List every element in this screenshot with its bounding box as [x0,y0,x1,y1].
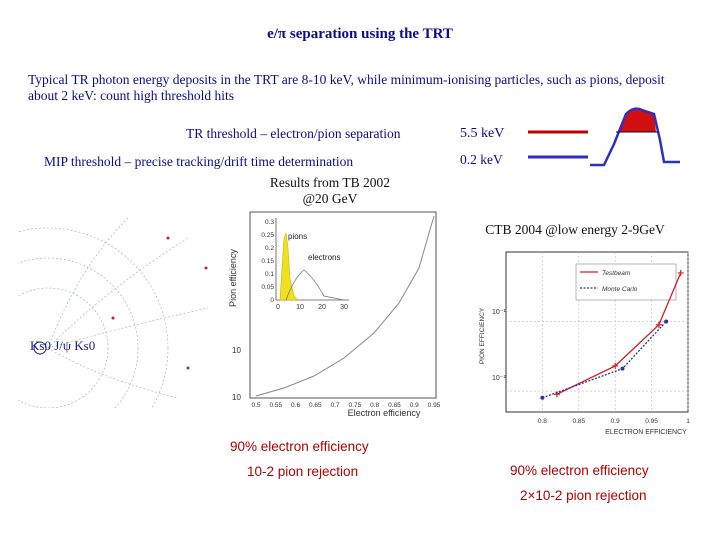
ctb2004-point [664,319,669,324]
tb2002-ytick-top: 10 [232,346,241,355]
electron-histogram [285,269,345,301]
tb2002-xlabel: Electron efficiency [348,408,421,418]
ctb2004-heading: CTB 2004 @low energy 2-9GeV [485,222,665,237]
inset-xtick: 10 [296,304,304,311]
pulse-diagram [528,107,680,167]
tb2002-curve [255,215,435,397]
mip-threshold-value: 0.2 keV [460,152,503,167]
tb2002-xtick: 0.9 [410,402,419,409]
ctb2004-xtick: 0.9 [611,418,620,425]
ctb2004-xlabel: ELECTRON EFFICIENCY [605,429,687,436]
ctb2004-ytick-2: 10⁻² [492,375,506,382]
tb2002-xtick: 0.95 [428,402,441,409]
pion-histogram [279,231,299,301]
inset-ytick: 0.05 [261,284,274,291]
inset-ytick: 0.2 [265,245,274,252]
legend-testbeam: Testbeam [602,270,631,277]
tb2002-ytick-bottom: 10 [232,393,241,402]
tb2002-xtick: 0.6 [291,402,300,409]
inset-ytick: 0.3 [265,219,274,226]
legend-monte-carlo: Monte Carlo [602,286,638,293]
tb2002-heading: Results from TB 2002 @20 GeV [240,175,420,207]
ctb2004-ytick-1: 10⁻¹ [492,309,506,316]
event-display [18,217,209,408]
ctb2004-xtick: 0.85 [572,418,585,425]
tb2002-xtick: 0.75 [349,402,362,409]
ctb2004-series-line [542,321,667,399]
tb2002-xtick: 0.7 [331,402,340,409]
inset-ytick: 0.25 [261,232,274,239]
tb2002-plot: Pion efficiency 10 10 0.5 0.55 0.6 0.65 0.7 0… [228,211,441,418]
inset-ytick: 0 [270,297,274,304]
tb2002-inset: 0.3 0.25 0.2 0.15 0.1 0.05 0 0 10 20 30 pions ele… [261,218,349,311]
inset-xtick: 0 [276,304,280,311]
tb2002-caption-efficiency: 90% electron efficiency [230,439,369,454]
inset-xtick: 30 [340,304,348,311]
slide-title: e/π separation using the TRT [267,26,453,42]
ctb2004-caption-efficiency: 90% electron efficiency [510,463,649,478]
tb2002-frame [249,211,437,399]
tb2002-xtick: 0.8 [370,402,379,409]
tb2002-xtick: 0.65 [309,402,322,409]
tr-threshold-label: TR threshold – electron/pion separation [186,126,401,141]
inset-pions-label: pions [288,232,307,241]
pulse-shape [590,107,680,167]
ctb2004-xtick: 0.8 [538,418,547,425]
pulse-fill-above-threshold [618,108,656,132]
tb2002-xtick: 0.55 [269,402,282,409]
ctb2004-ylabel: PION EFFICIENCY [479,307,486,364]
ctb2004-point [655,321,662,328]
tb2002-xtick: 0.85 [388,402,401,409]
ctb2004-point [677,269,684,276]
ctb2004-point [612,362,619,369]
tb2002-heading-line2: @20 GeV [302,191,358,206]
tr-threshold-value: 5.5 keV [460,126,505,141]
inset-ytick: 0.15 [261,258,274,265]
inset-xtick: 20 [318,304,326,311]
event-label: Ks0 J/ψ Ks0 [30,338,96,353]
tb2002-xtick: 0.5 [251,402,260,409]
ctb2004-legend: Testbeam Monte Carlo [575,263,677,301]
intro-text: Typical TR photon energy deposits in the… [28,72,665,103]
tb2002-ylabel: Pion efficiency [228,249,238,307]
ctb2004-xtick: 0.95 [645,418,658,425]
inset-electrons-label: electrons [308,253,340,262]
ctb2004-plot: PION EFFICIENCY 10⁻¹ 10⁻² 0.8 0.85 0.9 0.95… [479,251,690,436]
tb2002-xtick-group: 0.5 0.55 0.6 0.65 0.7 0.75 0.8 0.85 0.9 0.95 [251,402,440,409]
ctb2004-xtick: 1 [686,418,690,425]
ctb2004-series-line [556,272,682,395]
mip-threshold-label: MIP threshold – precise tracking/drift t… [44,154,354,169]
ctb2004-point [620,366,625,371]
tb2002-heading-line1: Results from TB 2002 [269,175,391,190]
ctb2004-caption-rejection: 2×10-2 pion rejection [520,488,647,503]
ctb2004-point [540,395,545,400]
inset-ytick: 0.1 [265,271,274,278]
tb2002-caption-rejection: 10-2 pion rejection [247,464,359,479]
